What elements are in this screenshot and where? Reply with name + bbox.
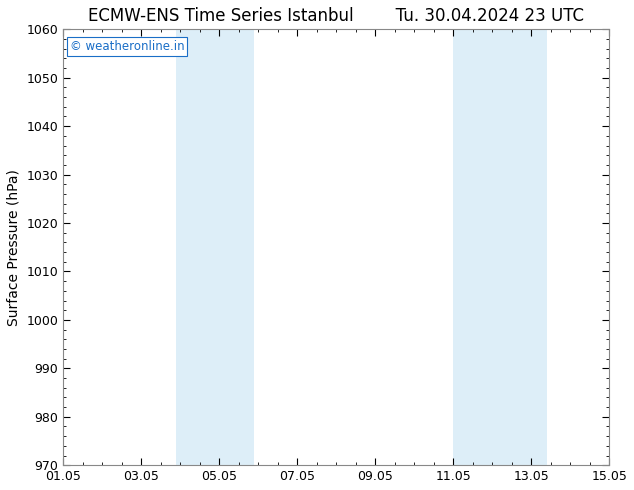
Y-axis label: Surface Pressure (hPa): Surface Pressure (hPa) [7, 169, 21, 326]
Title: ECMW-ENS Time Series Istanbul        Tu. 30.04.2024 23 UTC: ECMW-ENS Time Series Istanbul Tu. 30.04.… [88, 7, 584, 25]
Text: © weatheronline.in: © weatheronline.in [70, 40, 184, 53]
Bar [176, 29, 254, 465]
Bar [453, 29, 547, 465]
